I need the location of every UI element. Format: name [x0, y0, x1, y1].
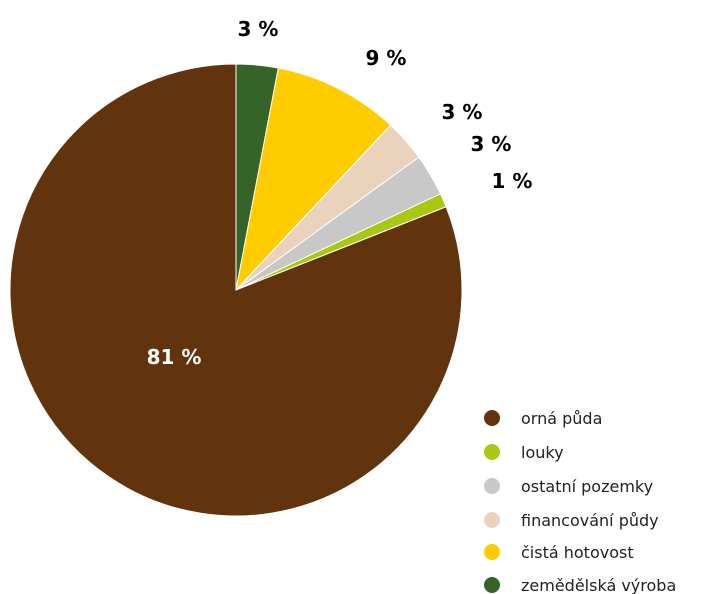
legend-label: financování půdy: [521, 511, 659, 530]
legend-label: louky: [521, 443, 564, 462]
legend-label: zemědělská výroba: [521, 576, 676, 594]
legend-swatch: [484, 544, 500, 560]
legend-item: zemědělská výroba: [484, 576, 676, 594]
legend-item: čistá hotovost: [484, 543, 634, 562]
legend-label: orná půda: [521, 409, 602, 428]
slice-label-orna-puda: 81 %: [147, 345, 202, 369]
legend-label: čistá hotovost: [521, 543, 634, 562]
legend-swatch: [484, 577, 500, 593]
legend-item: financování půdy: [484, 511, 659, 530]
slice-label-ostatni-pozemky: 3 %: [471, 132, 512, 156]
legend: orná půda louky ostatní pozemky financov…: [484, 409, 676, 594]
slice-label-zemedelska-vyroba: 3 %: [238, 17, 279, 41]
legend-item: ostatní pozemky: [484, 477, 653, 496]
legend-swatch: [484, 512, 500, 528]
pie-slice-orna-puda: [9, 63, 463, 517]
pie-slice-cista-hotovost: [235, 67, 392, 292]
legend-swatch: [484, 444, 500, 460]
slice-labels: 3 % 9 % 3 % 3 % 1 % 81 %: [147, 17, 533, 369]
slice-label-financovani-pudy: 3 %: [442, 100, 483, 124]
legend-item: orná půda: [484, 409, 602, 428]
legend-swatch: [484, 410, 500, 426]
slice-label-cista-hotovost: 9 %: [366, 46, 407, 70]
legend-swatch: [484, 478, 500, 494]
legend-label: ostatní pozemky: [521, 477, 653, 496]
pie-slices: [9, 63, 463, 517]
slice-label-louky: 1 %: [492, 169, 533, 193]
legend-item: louky: [484, 443, 564, 462]
